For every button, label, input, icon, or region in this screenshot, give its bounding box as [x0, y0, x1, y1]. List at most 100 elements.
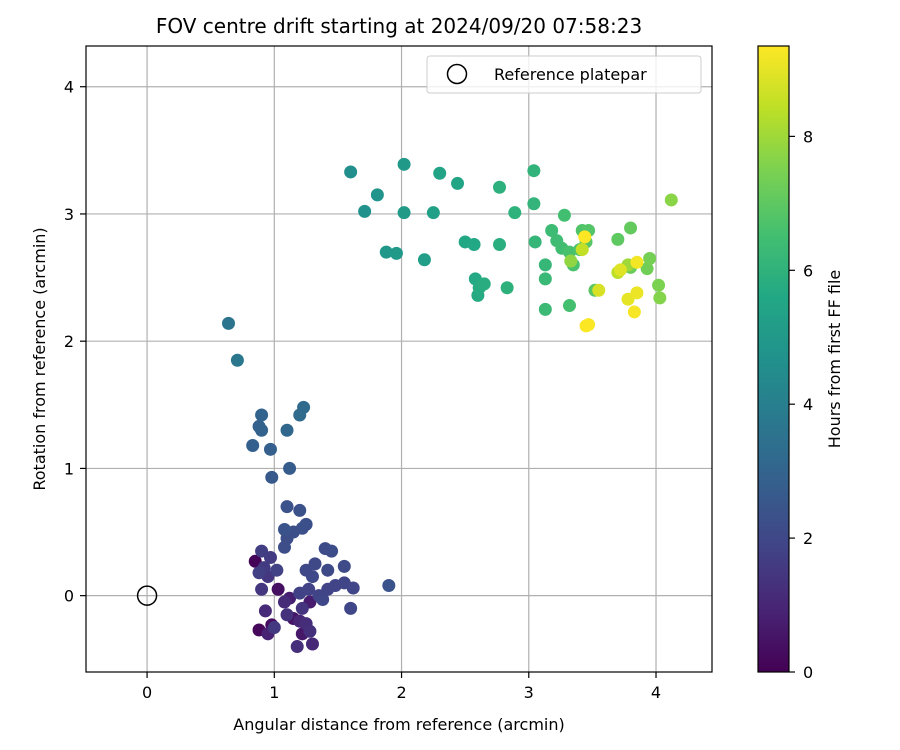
- data-point: [426, 206, 440, 220]
- data-point: [265, 470, 279, 484]
- data-point: [538, 302, 552, 316]
- data-point: [451, 176, 465, 190]
- data-point: [379, 245, 393, 259]
- data-point: [344, 165, 358, 179]
- data-point: [277, 522, 291, 536]
- chart-title: FOV centre drift starting at 2024/09/20 …: [156, 14, 642, 38]
- data-point: [545, 223, 559, 237]
- data-point: [258, 604, 272, 618]
- data-point: [255, 544, 269, 558]
- data-point: [653, 291, 667, 305]
- data-point: [493, 180, 507, 194]
- data-point: [297, 400, 311, 414]
- data-point: [397, 206, 411, 220]
- data-point: [578, 230, 592, 244]
- data-point: [370, 188, 384, 202]
- data-point: [280, 608, 294, 622]
- data-point: [592, 283, 606, 297]
- data-point: [303, 624, 317, 638]
- data-point: [344, 601, 358, 615]
- data-point: [246, 439, 260, 453]
- data-point: [255, 408, 269, 422]
- x-tick-label: 4: [651, 683, 661, 702]
- data-point: [337, 559, 351, 573]
- data-point: [611, 232, 625, 246]
- data-point: [538, 272, 552, 286]
- reference-point-marker: [136, 585, 158, 606]
- grid: [86, 46, 712, 672]
- data-point: [652, 278, 666, 292]
- data-point: [277, 595, 291, 609]
- data-point: [493, 237, 507, 251]
- data-point: [508, 206, 522, 220]
- x-tick-label: 1: [269, 683, 279, 702]
- data-point: [280, 500, 294, 514]
- data-point: [643, 251, 657, 265]
- x-tick-label: 3: [524, 683, 534, 702]
- data-point: [299, 517, 313, 531]
- colorbar-tick-label: 4: [803, 395, 813, 414]
- data-point: [562, 299, 576, 313]
- data-point: [277, 540, 291, 554]
- data-point: [255, 423, 269, 437]
- data-point: [382, 578, 396, 592]
- colorbar-tick-label: 8: [803, 127, 813, 146]
- data-point: [305, 637, 319, 651]
- data-point: [579, 319, 593, 333]
- y-ticks: 0 1 2 3 4: [64, 78, 86, 606]
- data-point: [302, 582, 316, 596]
- legend-box: [426, 55, 702, 94]
- x-tick-label: 2: [396, 683, 406, 702]
- data-point: [316, 592, 330, 606]
- data-point: [263, 442, 277, 456]
- data-point: [575, 243, 589, 257]
- data-point: [255, 582, 269, 596]
- colorbar-tick-label: 0: [803, 663, 813, 682]
- colorbar: 0 2 4 6 8 Hours from first FF file: [757, 45, 844, 682]
- data-point: [627, 305, 641, 319]
- colorbar-frame: [757, 45, 790, 673]
- data-point: [230, 353, 244, 367]
- legend: Reference platepar: [426, 55, 702, 94]
- data-point: [613, 263, 627, 277]
- data-point: [433, 166, 447, 180]
- data-point: [308, 557, 322, 571]
- data-point: [293, 503, 307, 517]
- data-point: [467, 237, 481, 251]
- data-point: [267, 620, 281, 634]
- data-point: [271, 582, 285, 596]
- legend-entry-reference: Reference platepar: [494, 65, 647, 84]
- data-point: [557, 208, 571, 222]
- data-point: [252, 566, 266, 580]
- x-tick-label: 0: [142, 683, 152, 702]
- data-point: [358, 204, 372, 218]
- data-point: [397, 157, 411, 171]
- data-point: [280, 423, 294, 437]
- data-point: [346, 581, 360, 595]
- data-point: [538, 258, 552, 272]
- plot-frame: [85, 45, 713, 673]
- y-tick-label: 1: [64, 459, 74, 478]
- x-ticks: 0 1 2 3 4: [142, 672, 661, 702]
- colorbar-tick-label: 6: [803, 261, 813, 280]
- data-point: [325, 544, 339, 558]
- legend-marker: [446, 63, 468, 85]
- data-point: [527, 164, 541, 178]
- data-point: [417, 253, 431, 267]
- data-point: [222, 316, 236, 330]
- y-tick-label: 3: [64, 205, 74, 224]
- data-point: [664, 193, 678, 207]
- plot-area: 0 1 2 3 4 0 1 2 3 4: [64, 45, 713, 702]
- y-axis-label: Rotation from reference (arcmin): [30, 227, 49, 490]
- y-tick-label: 4: [64, 78, 74, 97]
- data-point: [630, 286, 644, 300]
- data-point: [640, 262, 654, 276]
- data-point: [527, 197, 541, 211]
- data-point: [564, 254, 578, 268]
- y-tick-label: 0: [64, 587, 74, 606]
- data-point: [270, 563, 284, 577]
- colorbar-gradient: [758, 46, 789, 672]
- y-tick-label: 2: [64, 332, 74, 351]
- colorbar-ticks: 0 2 4 6 8: [789, 127, 813, 682]
